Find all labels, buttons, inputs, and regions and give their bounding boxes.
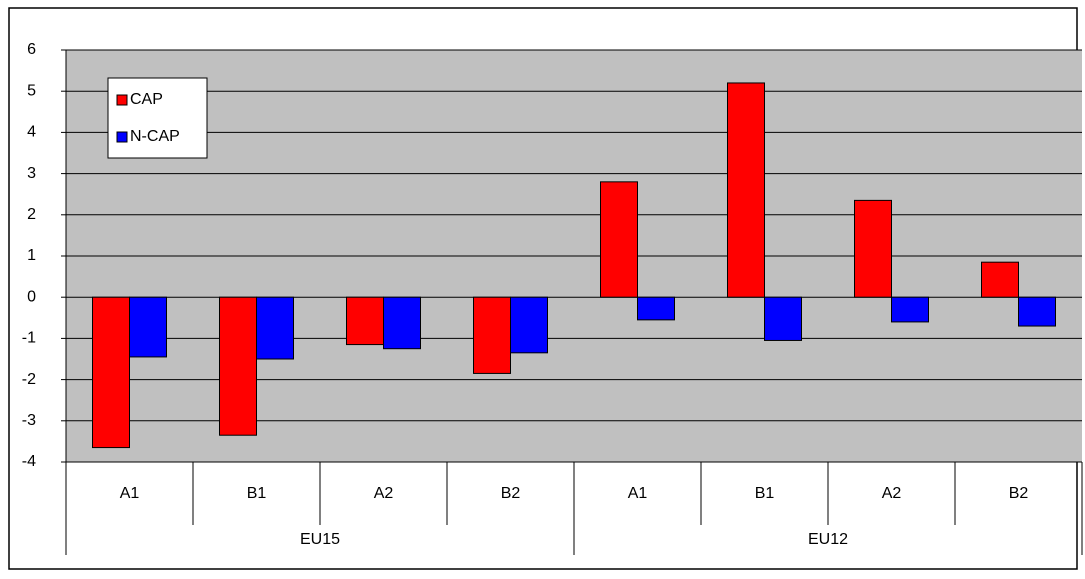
bar <box>637 296 675 321</box>
legend-swatch <box>116 131 128 143</box>
legend-label: CAP <box>130 91 163 108</box>
bar <box>600 181 638 298</box>
y-tick-label: 4 <box>27 124 36 141</box>
legend <box>107 77 208 159</box>
bar <box>383 296 421 350</box>
group-label: EU15 <box>300 531 340 548</box>
bar <box>854 199 892 298</box>
x-tick-label: B2 <box>1009 485 1029 502</box>
bar <box>981 261 1019 298</box>
bar <box>510 296 548 354</box>
bar <box>1018 296 1056 327</box>
y-tick-label: -2 <box>22 371 36 388</box>
bar <box>764 296 802 341</box>
y-tick-label: -4 <box>22 453 36 470</box>
bar <box>256 296 294 360</box>
bar <box>891 296 929 323</box>
y-tick-label: 2 <box>27 206 36 223</box>
y-tick-label: 3 <box>27 165 36 182</box>
y-tick-label: -3 <box>22 412 36 429</box>
bar <box>346 296 384 346</box>
bar <box>92 296 130 449</box>
x-tick-label: A1 <box>628 485 648 502</box>
bar <box>727 82 765 298</box>
y-tick-label: -1 <box>22 330 36 347</box>
bar <box>219 296 257 436</box>
x-tick-label: B2 <box>501 485 521 502</box>
y-tick-label: 1 <box>27 247 36 264</box>
x-tick-label: A1 <box>120 485 140 502</box>
y-tick-label: 0 <box>27 288 36 305</box>
y-tick-label: 6 <box>27 41 36 58</box>
legend-swatch <box>116 94 128 106</box>
y-tick-label: 5 <box>27 82 36 99</box>
legend-label: N-CAP <box>130 128 180 145</box>
x-tick-label: A2 <box>374 485 394 502</box>
bar <box>473 296 511 374</box>
x-tick-label: A2 <box>882 485 902 502</box>
x-tick-label: B1 <box>247 485 267 502</box>
group-label: EU12 <box>808 531 848 548</box>
bar <box>129 296 167 358</box>
x-tick-label: B1 <box>755 485 775 502</box>
